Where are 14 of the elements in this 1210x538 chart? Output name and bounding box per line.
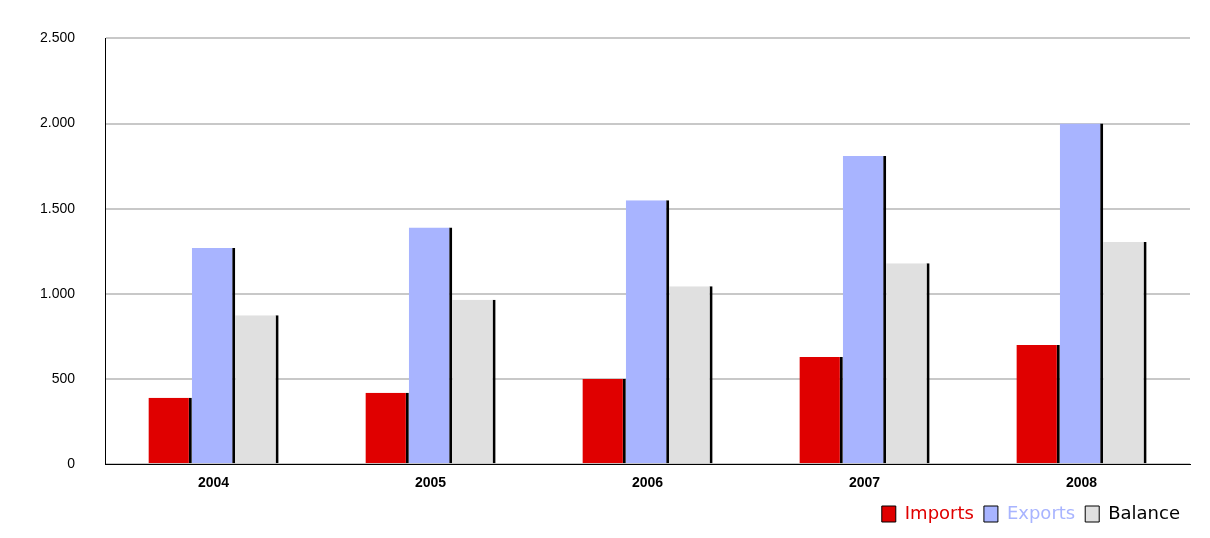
legend-label: Exports (1006, 501, 1076, 523)
y-tick-label: 2.000 (39, 114, 76, 131)
legend-label: Imports (904, 501, 974, 523)
x-tick-label: 2006 (631, 474, 664, 491)
x-tick-label: 2005 (414, 474, 447, 491)
y-tick-label: 1.500 (39, 199, 76, 216)
legend-label: Balance (1108, 501, 1181, 523)
x-tick-label: 2004 (197, 474, 230, 491)
x-tick-label: 2008 (1065, 474, 1098, 491)
y-tick-label: 1.000 (39, 284, 76, 301)
x-tick-label: 2007 (848, 474, 881, 491)
y-tick-label: 500 (51, 369, 76, 386)
y-tick-label: 0 (67, 455, 76, 472)
y-tick-label: 2.500 (39, 29, 76, 46)
